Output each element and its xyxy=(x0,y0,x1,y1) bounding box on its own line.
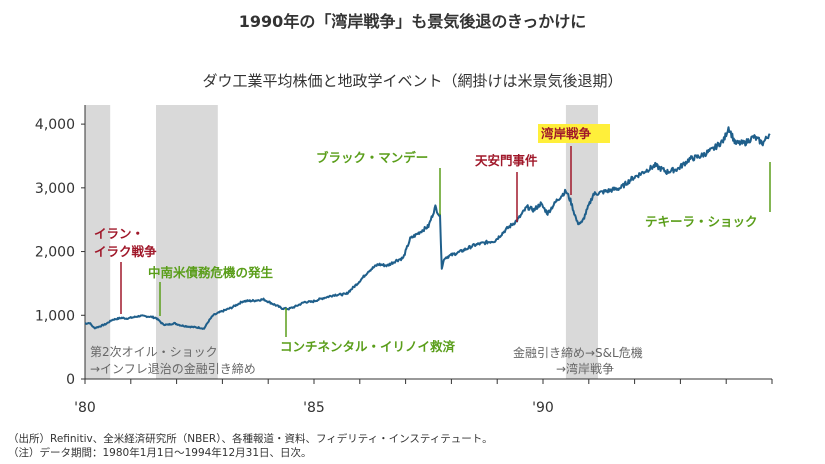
x-tick-label: '85 xyxy=(303,400,325,416)
footnote-source: （出所）Refinitiv、全米経済研究所（NBER）、各種報道・資料、フィデリ… xyxy=(8,433,493,445)
annotation-label: コンチネンタル・イリノイ救済 xyxy=(280,339,456,354)
annotation-label: 金融引き締め→S&L危機 xyxy=(513,345,643,360)
annotation-label: イラン・ xyxy=(94,226,144,241)
y-tick-label: 1,000 xyxy=(35,308,75,324)
x-tick-label: '90 xyxy=(532,400,554,416)
footnote-note: （注）データ期間：1980年1月1日～1994年12月31日、日次。 xyxy=(8,447,312,459)
annotation-label: 湾岸戦争 xyxy=(541,126,592,141)
chart-title: 1990年の「湾岸戦争」も景気後退のきっかけに xyxy=(238,12,587,31)
annotation-label: テキーラ・ショック xyxy=(645,214,758,229)
annotation-label-line2: →湾岸戦争 xyxy=(556,361,614,376)
annotation-highlight xyxy=(538,124,610,143)
annotation-label-line2: →インフレ退治の金融引き締め xyxy=(90,361,256,376)
annotation-label-line2: イラク戦争 xyxy=(94,244,157,259)
y-tick-label: 2,000 xyxy=(35,245,75,261)
recession-band xyxy=(155,105,218,379)
dow-series-line xyxy=(84,126,771,330)
annotation-label: 中南米債務危機の発生 xyxy=(148,265,274,280)
annotation-label: 天安門事件 xyxy=(475,153,538,168)
y-tick-label: 3,000 xyxy=(35,181,75,197)
y-tick-label: 0 xyxy=(66,372,75,388)
annotation-label: 第2次オイル・ショック xyxy=(90,345,218,359)
annotation-label: ブラック・マンデー xyxy=(316,150,428,165)
chart-subtitle: ダウ工業平均株価と地政学イベント（網掛けは米景気後退期） xyxy=(202,72,623,90)
recession-band xyxy=(85,105,111,379)
x-tick-label: '80 xyxy=(74,400,96,416)
y-tick-label: 4,000 xyxy=(35,117,75,133)
